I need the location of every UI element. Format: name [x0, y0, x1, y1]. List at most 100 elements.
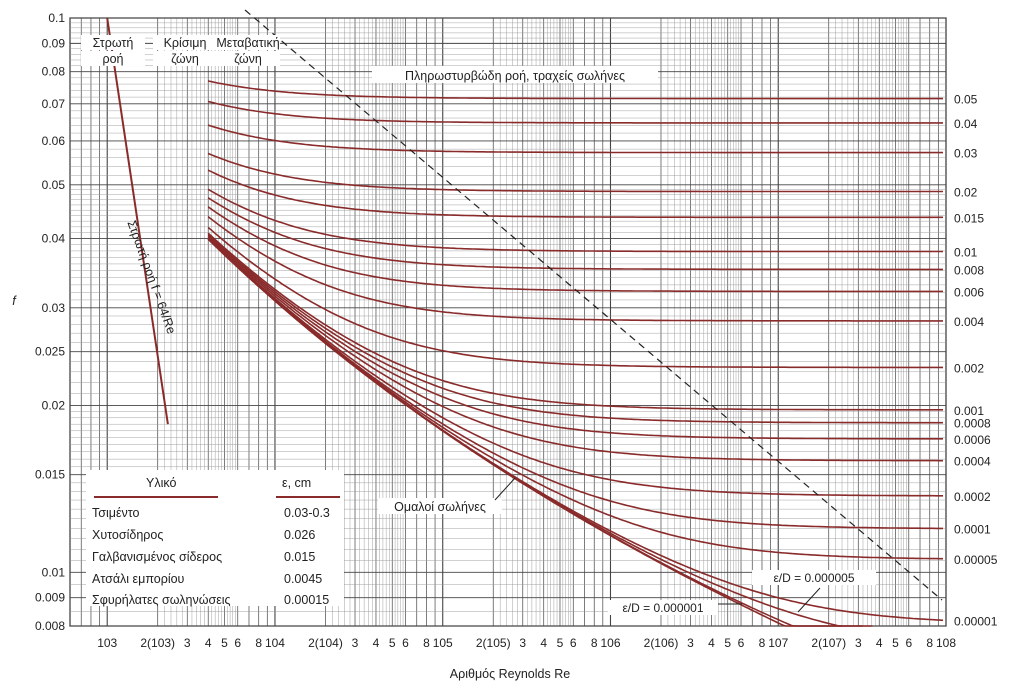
x-tick-minor-0-1: 3	[184, 636, 191, 650]
x-tick-minor-2-4: 6	[570, 636, 577, 650]
roughness-curve-0.02	[207, 152, 943, 193]
series-label-4: 0.015	[954, 211, 984, 225]
zone-label-bg	[216, 35, 280, 50]
legend-eps-3: 0.0045	[284, 572, 323, 586]
series-label-13: 0.0004	[954, 455, 991, 469]
y-tick-label-6: 0.04	[42, 232, 66, 246]
zone-transition-2: ζώνη	[234, 52, 262, 66]
turbulent-label-bg	[372, 66, 658, 83]
roughness-curve-0.004	[207, 216, 943, 322]
roughness-curve-0.015	[207, 169, 943, 219]
roughness-curve-0.008	[207, 197, 943, 271]
y-tick-label-2: 0.08	[42, 65, 66, 79]
legend-eps-2: 0.015	[284, 550, 316, 564]
zone-label-bg	[216, 51, 280, 66]
smooth-curve-2	[207, 238, 873, 627]
y-tick-label-1: 0.09	[42, 36, 66, 50]
series-label-2: 0.03	[954, 147, 978, 161]
x-tick-minor-1-5: 8	[423, 636, 430, 650]
x-axis-label: Αριθμός Reynolds Re	[450, 667, 570, 681]
series-label-1: 0.04	[954, 117, 978, 131]
legend-eps-4: 0.00015	[284, 593, 330, 607]
x-tick-minor-3-1: 3	[687, 636, 694, 650]
zone-critical-1: Κρίσιμη	[164, 36, 207, 50]
eps-label-small-2: ε/D = 0.000001	[622, 601, 703, 615]
material-legend: Υλικό ε, cm Τσιμέντο 0.03-0.3 Χυτοσίδηρο…	[86, 470, 344, 607]
series-label-3: 0.02	[954, 186, 978, 200]
eps-label-bg-1	[752, 570, 876, 585]
series-label-10: 0.001	[954, 404, 984, 418]
x-tick-minor-2-0: 2(105)	[476, 636, 511, 650]
roughness-curve-0.0001	[207, 237, 943, 530]
zone-label-bg	[153, 35, 217, 50]
x-tick-minor-3-5: 8	[759, 636, 766, 650]
zone-label-bg	[81, 35, 145, 50]
zone-label-bg	[153, 51, 217, 66]
zone-critical-2: ζώνη	[171, 52, 199, 66]
x-tick-minor-0-2: 4	[205, 636, 212, 650]
roughness-curve-0.0008	[207, 233, 943, 424]
roughness-curve-0.0002	[207, 237, 943, 497]
complete-turbulence-boundary	[244, 9, 943, 601]
x-tick-minor-4-5: 8	[926, 636, 933, 650]
smooth-label-bg	[378, 498, 502, 514]
roughness-curve-0.001	[207, 232, 943, 411]
series-label-0: 0.05	[954, 93, 978, 107]
legend-header-eps: ε, cm	[282, 476, 312, 490]
series-label-11: 0.0008	[954, 417, 991, 431]
legend-material-1: Χυτοσίδηρος	[92, 528, 164, 542]
zone-turbulent: Πληρωστυρβώδη ροή, τραχείς σωλήνες	[405, 69, 625, 83]
zone-laminar-1: Στρωτή	[93, 36, 134, 50]
roughness-curve-0.04	[208, 100, 943, 124]
y-tick-label-10: 0.015	[35, 468, 65, 482]
x-tick-minor-2-3: 5	[557, 636, 564, 650]
roughness-curve-0.006	[207, 206, 943, 293]
x-tick-minor-4-4: 6	[905, 636, 912, 650]
y-tick-label-3: 0.07	[42, 97, 66, 111]
y-tick-label-11: 0.01	[42, 565, 66, 579]
x-tick-minor-1-3: 5	[389, 636, 396, 650]
roughness-curve-0.05	[208, 80, 943, 100]
x-tick-minor-0-3: 5	[221, 636, 228, 650]
y-tick-label-9: 0.02	[42, 398, 66, 412]
x-tick-main-1: 104	[265, 636, 285, 650]
x-tick-minor-1-0: 2(104)	[308, 636, 343, 650]
series-label-6: 0.008	[954, 263, 984, 277]
smooth-pipes-label: Ομαλοί σωλήνες	[394, 500, 486, 514]
roughness-curve-0.002	[207, 226, 943, 369]
y-axis-label: f	[12, 294, 17, 308]
series-label-8: 0.004	[954, 315, 984, 329]
y-tick-label-8: 0.025	[35, 345, 65, 359]
legend-underline-eps	[276, 496, 340, 498]
x-tick-main-4: 107	[768, 636, 788, 650]
x-tick-minor-4-2: 4	[876, 636, 883, 650]
x-tick-minor-2-1: 3	[519, 636, 526, 650]
laminar-line	[106, 17, 169, 425]
x-tick-minor-1-1: 3	[352, 636, 359, 650]
y-tick-label-13: 0.008	[35, 619, 65, 633]
eps-label-small-1: ε/D = 0.000005	[773, 571, 854, 585]
x-tick-minor-1-4: 6	[402, 636, 409, 650]
x-tick-minor-0-0: 2(103)	[140, 636, 175, 650]
series-label-14: 0.0002	[954, 490, 991, 504]
series-label-9: 0.002	[954, 361, 984, 375]
x-tick-main-0: 103	[97, 636, 117, 650]
x-tick-minor-3-3: 5	[724, 636, 731, 650]
zone-transition-1: Μεταβατική	[216, 36, 279, 50]
series-label-5: 0.01	[954, 246, 978, 260]
legend-material-4: Σφυρήλατες σωληνώσεις	[92, 593, 231, 607]
x-tick-minor-2-2: 4	[540, 636, 547, 650]
x-tick-minor-2-5: 8	[591, 636, 598, 650]
legend-eps-1: 0.026	[284, 528, 316, 542]
roughness-curve-0.03	[207, 124, 943, 154]
legend-header-material: Υλικό	[146, 476, 177, 490]
legend-material-2: Γαλβανισμένος σίδερος	[92, 550, 223, 564]
eps-pointer-1	[797, 587, 821, 613]
grid	[69, 17, 947, 627]
eps-label-bg-2	[608, 600, 718, 615]
x-tick-minor-3-0: 2(106)	[644, 636, 679, 650]
y-tick-label-0: 0.1	[48, 11, 65, 25]
y-tick-label-7: 0.03	[42, 301, 66, 315]
x-tick-main-3: 106	[600, 636, 620, 650]
